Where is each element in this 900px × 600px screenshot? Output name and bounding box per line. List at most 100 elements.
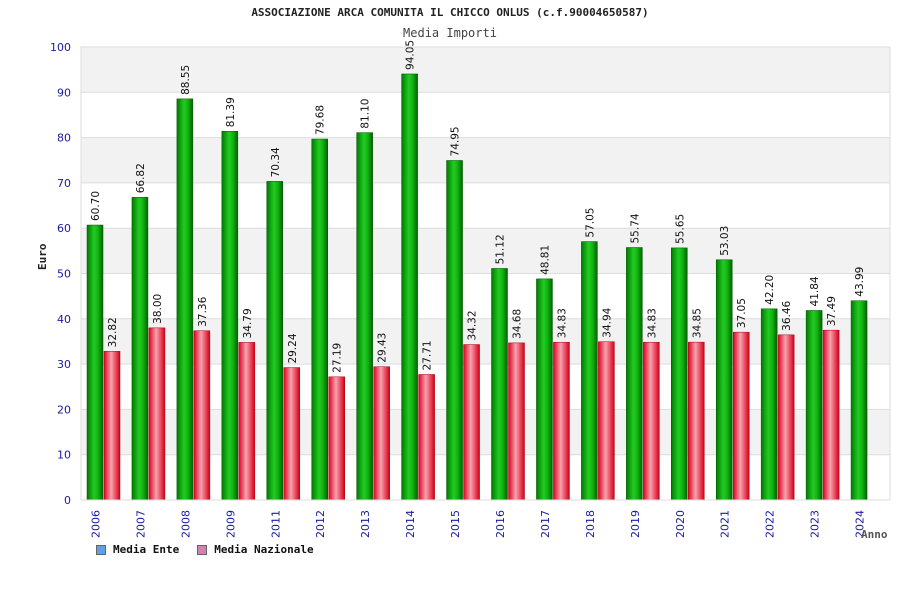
x-tick-label-2013: 2013 — [359, 510, 372, 538]
data-label-media-nazionale-2007: 38.00 — [152, 294, 164, 324]
y-tick-label: 30 — [57, 358, 71, 371]
plot-band — [81, 273, 890, 319]
legend: Media Ente Media Nazionale — [96, 543, 314, 556]
data-label-media-ente-2019: 55.74 — [629, 213, 641, 243]
bar-media-nazionale-2008 — [193, 330, 211, 501]
bar-media-nazionale-2013 — [373, 366, 390, 501]
y-tick-label: 20 — [57, 403, 71, 416]
legend-item-media-nazionale: Media Nazionale — [197, 543, 314, 556]
x-tick-label-2022: 2022 — [764, 510, 777, 538]
bar-media-nazionale-2014 — [418, 374, 435, 501]
legend-item-media-ente: Media Ente — [96, 543, 179, 556]
bar-media-nazionale-2019 — [643, 341, 660, 501]
data-label-media-ente-2024: 43.99 — [854, 267, 866, 297]
x-tick-label-2009: 2009 — [224, 510, 237, 538]
x-tick-label-2024: 2024 — [854, 510, 867, 538]
data-label-media-ente-2007: 66.82 — [135, 163, 147, 193]
bar-media-ente-2009 — [221, 131, 239, 501]
data-label-media-ente-2012: 79.68 — [315, 105, 327, 135]
chart-subtitle: Media Importi — [403, 26, 497, 40]
plot-band — [81, 318, 890, 365]
data-label-media-ente-2014: 94.05 — [405, 40, 417, 70]
data-label-media-ente-2006: 60.70 — [90, 191, 102, 221]
bar-media-ente-2018 — [581, 241, 598, 501]
bar-media-ente-2022 — [760, 308, 778, 501]
bar-media-nazionale-2007 — [148, 327, 166, 501]
data-label-media-nazionale-2018: 34.94 — [601, 307, 613, 337]
data-label-media-nazionale-2009: 34.79 — [242, 308, 254, 338]
bar-media-ente-2008 — [176, 98, 194, 501]
legend-swatch-media-nazionale — [197, 544, 208, 555]
data-label-media-nazionale-2019: 34.83 — [646, 308, 658, 338]
bar-media-nazionale-2018 — [598, 341, 615, 501]
data-label-media-ente-2020: 55.65 — [674, 214, 686, 244]
data-label-media-ente-2008: 88.55 — [180, 65, 192, 95]
plot-band — [81, 92, 890, 138]
plot-band — [81, 364, 890, 410]
plot-band — [81, 47, 890, 93]
bar-media-ente-2024 — [850, 300, 868, 501]
y-tick-label: 70 — [57, 177, 71, 190]
x-tick-label-2019: 2019 — [629, 510, 642, 538]
y-tick-label: 40 — [57, 313, 71, 326]
data-label-media-nazionale-2014: 27.71 — [422, 340, 434, 370]
data-label-media-ente-2015: 74.95 — [450, 126, 462, 156]
x-tick-label-2016: 2016 — [494, 510, 507, 538]
bar-media-ente-2019 — [626, 247, 643, 501]
data-label-media-nazionale-2021: 37.05 — [736, 298, 748, 328]
bar-media-ente-2006 — [86, 224, 104, 501]
legend-swatch-media-ente — [96, 544, 106, 555]
x-tick-label-2020: 2020 — [674, 510, 687, 538]
data-label-media-ente-2013: 81.10 — [360, 99, 372, 129]
bar-media-ente-2011 — [266, 181, 284, 501]
x-tick-label-2008: 2008 — [179, 510, 192, 538]
data-label-media-nazionale-2011: 29.24 — [287, 333, 299, 363]
y-tick-label: 100 — [50, 41, 71, 54]
data-label-media-ente-2023: 41.84 — [809, 276, 821, 306]
bar-media-nazionale-2017 — [553, 341, 570, 501]
data-label-media-nazionale-2013: 29.43 — [377, 333, 389, 363]
y-tick-label: 50 — [57, 268, 71, 281]
x-tick-label-2018: 2018 — [584, 510, 597, 538]
data-label-media-ente-2009: 81.39 — [225, 97, 237, 127]
y-tick-label: 90 — [57, 86, 71, 99]
plot-band — [81, 182, 890, 229]
data-label-media-ente-2018: 57.05 — [584, 208, 596, 238]
chart-title: ASSOCIAZIONE ARCA COMUNITA IL CHICCO ONL… — [251, 6, 649, 19]
bar-media-ente-2021 — [715, 259, 733, 501]
data-label-media-nazionale-2006: 32.82 — [107, 317, 119, 347]
plot-border — [80, 46, 891, 501]
bar-media-ente-2023 — [805, 310, 823, 501]
bar-media-ente-2020 — [671, 247, 688, 501]
bar-media-nazionale-2012 — [328, 376, 345, 501]
plot-band — [81, 454, 890, 500]
bar-media-ente-2016 — [491, 268, 508, 501]
bar-media-ente-2013 — [356, 132, 373, 501]
y-tick-label: 0 — [64, 494, 71, 507]
data-label-media-ente-2017: 48.81 — [539, 245, 551, 275]
x-tick-label-2014: 2014 — [404, 510, 417, 538]
x-tick-label-2023: 2023 — [809, 510, 822, 538]
x-tick-label-2021: 2021 — [719, 510, 732, 538]
bar-media-nazionale-2023 — [822, 329, 840, 501]
bar-media-nazionale-2011 — [283, 367, 301, 501]
x-tick-label-2012: 2012 — [314, 510, 327, 538]
y-tick-label: 10 — [57, 449, 71, 462]
x-axis-label: Anno — [861, 528, 888, 541]
data-label-media-nazionale-2023: 37.49 — [826, 296, 838, 326]
y-axis-label: Euro — [36, 243, 49, 271]
y-tick-label: 80 — [57, 132, 71, 145]
bar-media-nazionale-2021 — [732, 331, 750, 501]
data-label-media-nazionale-2008: 37.36 — [197, 296, 209, 326]
bar-media-ente-2007 — [131, 197, 149, 501]
data-label-media-ente-2011: 70.34 — [270, 147, 282, 177]
legend-label-media-ente: Media Ente — [113, 543, 180, 556]
x-tick-label-2011: 2011 — [269, 510, 282, 538]
y-tick-label: 60 — [57, 222, 71, 235]
bar-media-nazionale-2022 — [777, 334, 795, 501]
bar-media-ente-2012 — [311, 138, 328, 501]
bar-media-ente-2014 — [401, 73, 418, 501]
plot-band — [81, 409, 890, 455]
data-label-media-nazionale-2015: 34.32 — [467, 310, 479, 340]
